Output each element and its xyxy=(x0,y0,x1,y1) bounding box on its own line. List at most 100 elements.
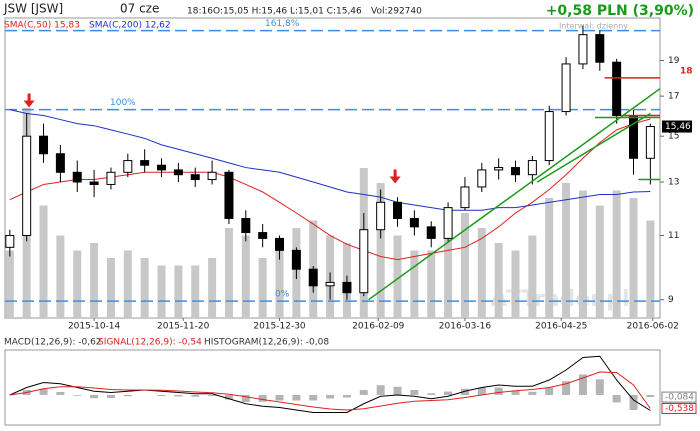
macd-line xyxy=(9,371,651,411)
macd-legend: SIGNAL(12,26,9): -0,54 xyxy=(98,338,202,348)
volume-bar xyxy=(578,190,587,318)
histogram-bar xyxy=(241,395,250,402)
candle-body xyxy=(207,171,217,181)
volume-bar xyxy=(612,190,621,318)
candle-body xyxy=(393,201,403,219)
trend-line xyxy=(536,112,651,183)
legend-entry: SMA(C,200) 12,62 xyxy=(89,21,171,31)
volume-bar xyxy=(208,258,217,318)
histogram-bar xyxy=(427,393,436,395)
histogram-bar xyxy=(191,395,200,397)
histogram-bar xyxy=(309,395,318,401)
candle-body xyxy=(258,232,268,239)
volume-bar xyxy=(477,228,486,318)
volume-bar xyxy=(629,198,638,318)
histogram-bar xyxy=(275,395,284,401)
candle-body xyxy=(561,63,571,113)
fib-label: 0% xyxy=(275,290,290,300)
histogram-bar xyxy=(292,395,301,401)
sma-line xyxy=(9,118,651,261)
histogram-bar xyxy=(174,395,183,397)
x-tick-label: 2015-12-30 xyxy=(253,322,306,332)
volume-bar xyxy=(258,258,267,318)
volume-bar xyxy=(494,243,503,318)
volume-bar xyxy=(224,228,233,318)
candle-body xyxy=(544,111,554,162)
candle-body xyxy=(39,135,49,155)
histogram-bar xyxy=(528,391,537,395)
histogram-bar xyxy=(106,395,115,398)
y-tick-label: 9 xyxy=(668,295,674,305)
histogram-bar xyxy=(410,390,419,395)
symbol: JSW [JSW] xyxy=(3,2,63,16)
candle-body xyxy=(275,237,285,251)
x-tick-label: 2016-02-09 xyxy=(352,322,405,332)
volume-bar xyxy=(157,265,166,318)
histogram-bar xyxy=(444,391,453,395)
histogram-bar xyxy=(477,387,486,395)
histogram-bar xyxy=(393,386,402,395)
macd-legend: MACD(12,26,9): -0,62 xyxy=(4,338,102,348)
candle-body xyxy=(157,164,167,171)
time: 18:16 xyxy=(187,7,213,17)
date: 07 cze xyxy=(120,2,159,16)
candle-body xyxy=(494,167,504,171)
interval: Interwał: dzienny xyxy=(559,22,628,31)
candle-body xyxy=(460,186,470,209)
candle-body xyxy=(443,207,453,239)
candle-body xyxy=(55,153,65,173)
candle-body xyxy=(123,160,133,173)
x-tick-label: 2015-11-20 xyxy=(157,322,210,332)
histogram-bar xyxy=(578,374,587,395)
y-tick-label: 17 xyxy=(668,92,679,102)
candle-body xyxy=(308,268,318,287)
histogram-bar xyxy=(56,392,65,395)
volume-bar xyxy=(241,235,250,318)
histogram-bar xyxy=(224,395,233,400)
histogram-bar xyxy=(612,395,621,403)
y-tick-label: 15 xyxy=(668,132,679,142)
histogram-bar xyxy=(73,395,82,396)
histogram-bar xyxy=(326,395,335,399)
volume-bar xyxy=(5,250,14,318)
candle-body xyxy=(612,61,622,117)
candle-body xyxy=(409,217,419,228)
fib-label: 100% xyxy=(110,98,136,108)
volume-bar xyxy=(511,250,520,318)
volume-bar xyxy=(275,250,284,318)
volume-bar xyxy=(393,235,402,318)
volume-bar xyxy=(376,183,385,318)
x-tick-label: 2015-10-14 xyxy=(68,322,121,332)
candle-body xyxy=(342,281,352,294)
volume-bar xyxy=(140,258,149,318)
candle-body xyxy=(5,234,15,248)
end-label: -0,084 xyxy=(665,393,694,403)
histogram-bar xyxy=(208,395,217,396)
candle-body xyxy=(477,169,487,188)
volume-bar xyxy=(528,235,537,318)
histogram-bar xyxy=(359,390,368,395)
candle-body xyxy=(224,171,234,219)
candle-body xyxy=(106,171,116,185)
candle-body xyxy=(426,226,436,239)
trend-line xyxy=(368,88,661,301)
price-change: +0,58 PLN (3,90%) xyxy=(546,3,694,19)
volume: Vol:292740 xyxy=(371,7,422,17)
end-label-box xyxy=(661,402,697,414)
level-label: 18 xyxy=(680,66,693,76)
histogram-bar xyxy=(595,379,604,395)
end-label: -0,538 xyxy=(665,404,694,414)
volume-bar xyxy=(56,235,65,318)
signal-arrow xyxy=(389,169,401,184)
histogram-bar xyxy=(90,395,99,399)
volume-bar xyxy=(444,220,453,318)
histogram-bar xyxy=(494,387,503,395)
volume-bar xyxy=(191,265,200,318)
histogram-bar xyxy=(123,395,132,397)
volume-bar xyxy=(174,265,183,318)
candle-body xyxy=(645,126,655,159)
candle-body xyxy=(359,229,369,294)
candle-body xyxy=(595,34,605,63)
volume-bar xyxy=(427,250,436,318)
